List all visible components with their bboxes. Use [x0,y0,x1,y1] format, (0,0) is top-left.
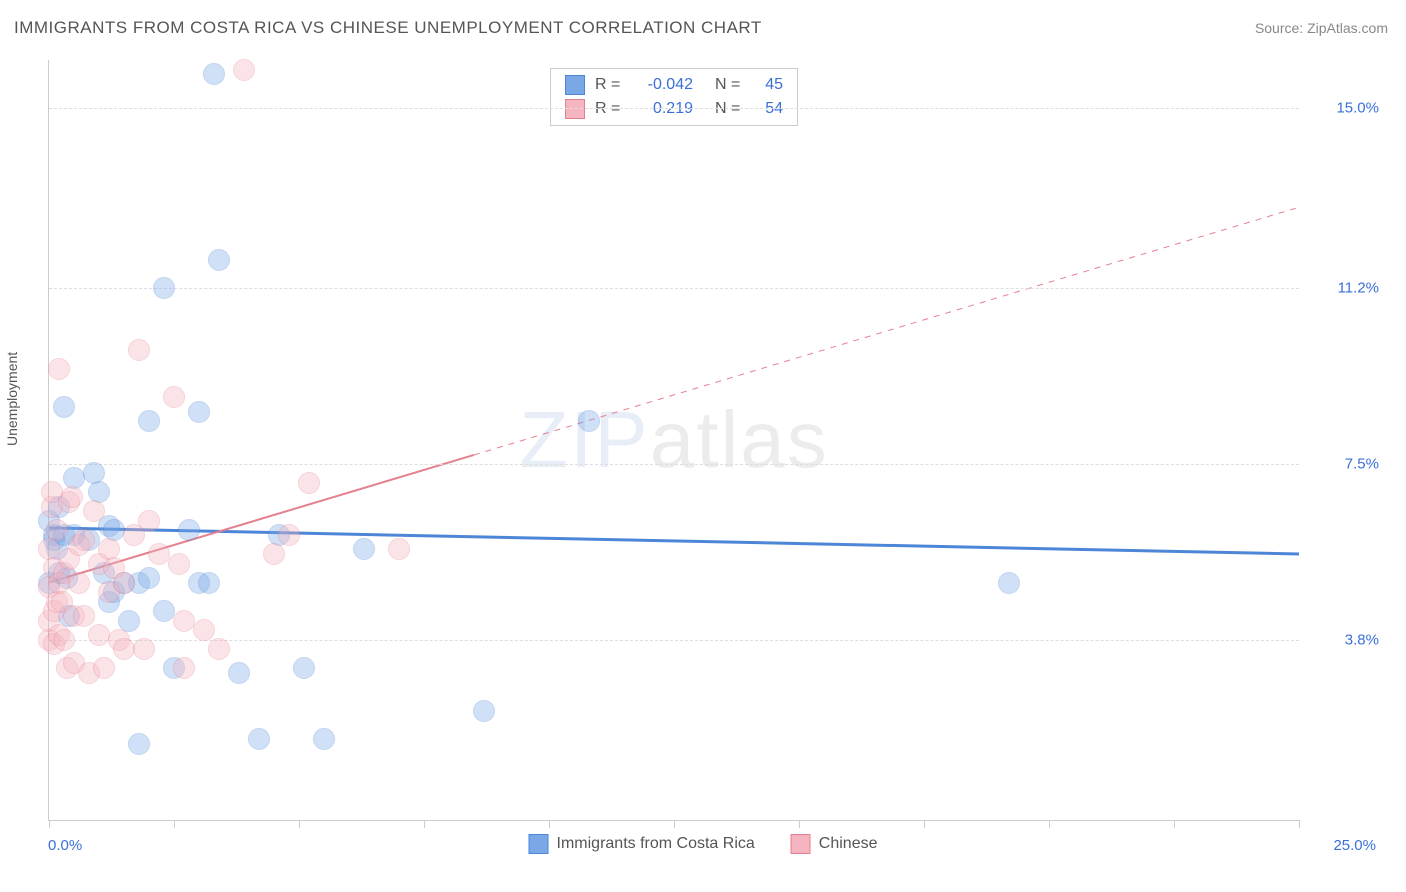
chart-svg [49,60,1299,820]
correlation-legend: R =-0.042N =45R =0.219N =54 [550,68,798,126]
y-gridline [49,108,1299,109]
legend-item: Chinese [791,834,878,854]
scatter-point [173,657,195,679]
legend-item: Immigrants from Costa Rica [529,834,755,854]
scatter-point [148,543,170,565]
scatter-point [133,638,155,660]
scatter-point [163,386,185,408]
scatter-point [208,638,230,660]
scatter-point [113,638,135,660]
x-tick [174,820,175,828]
scatter-point [293,657,315,679]
trend-line [49,528,1299,554]
y-tick-label: 11.2% [1338,280,1379,297]
y-tick-label: 3.8% [1345,631,1379,648]
legend-label: Chinese [819,835,878,853]
scatter-point [263,543,285,565]
x-axis-min-label: 0.0% [48,837,82,854]
scatter-point [473,700,495,722]
plot-area: ZIPatlas R =-0.042N =45R =0.219N =54 3.8… [48,60,1299,821]
x-tick [1049,820,1050,828]
scatter-point [93,657,115,679]
scatter-point [278,524,300,546]
x-tick [1174,820,1175,828]
scatter-point [128,733,150,755]
source-label: Source: ZipAtlas.com [1255,20,1388,36]
scatter-point [128,339,150,361]
scatter-point [178,519,200,541]
y-gridline [49,640,1299,641]
legend-swatch [565,75,585,95]
y-gridline [49,464,1299,465]
scatter-point [138,510,160,532]
series-legend: Immigrants from Costa Rica Chinese [529,834,878,854]
scatter-point [173,610,195,632]
scatter-point [353,538,375,560]
chart-title: IMMIGRANTS FROM COSTA RICA VS CHINESE UN… [14,18,762,38]
scatter-point [138,567,160,589]
scatter-point [61,486,83,508]
x-tick [924,820,925,828]
scatter-point [46,519,68,541]
x-tick [549,820,550,828]
x-tick [424,820,425,828]
scatter-point [313,728,335,750]
scatter-point [73,605,95,627]
x-tick [299,820,300,828]
scatter-point [998,572,1020,594]
watermark: ZIPatlas [519,394,828,486]
scatter-point [138,410,160,432]
y-tick-label: 15.0% [1336,99,1379,116]
legend-swatch [529,834,549,854]
scatter-point [83,500,105,522]
scatter-point [578,410,600,432]
scatter-point [198,572,220,594]
scatter-point [203,63,225,85]
scatter-point [193,619,215,641]
y-tick-label: 7.5% [1345,455,1379,472]
scatter-point [113,572,135,594]
scatter-point [53,629,75,651]
x-tick [1299,820,1300,828]
scatter-point [153,277,175,299]
scatter-point [53,396,75,418]
scatter-point [88,624,110,646]
x-axis-max-label: 25.0% [1333,837,1376,854]
scatter-point [48,358,70,380]
x-tick [49,820,50,828]
y-gridline [49,288,1299,289]
scatter-point [153,600,175,622]
legend-swatch [791,834,811,854]
correlation-row: R =-0.042N =45 [565,73,783,97]
y-axis-label: Unemployment [4,352,20,446]
scatter-point [248,728,270,750]
x-tick [799,820,800,828]
scatter-point [228,662,250,684]
legend-label: Immigrants from Costa Rica [557,835,755,853]
legend-swatch [565,99,585,119]
scatter-point [188,401,210,423]
x-tick [674,820,675,828]
scatter-point [233,59,255,81]
scatter-point [68,572,90,594]
scatter-point [388,538,410,560]
scatter-point [73,529,95,551]
scatter-point [168,553,190,575]
scatter-point [298,472,320,494]
correlation-row: R =0.219N =54 [565,97,783,121]
scatter-point [208,249,230,271]
